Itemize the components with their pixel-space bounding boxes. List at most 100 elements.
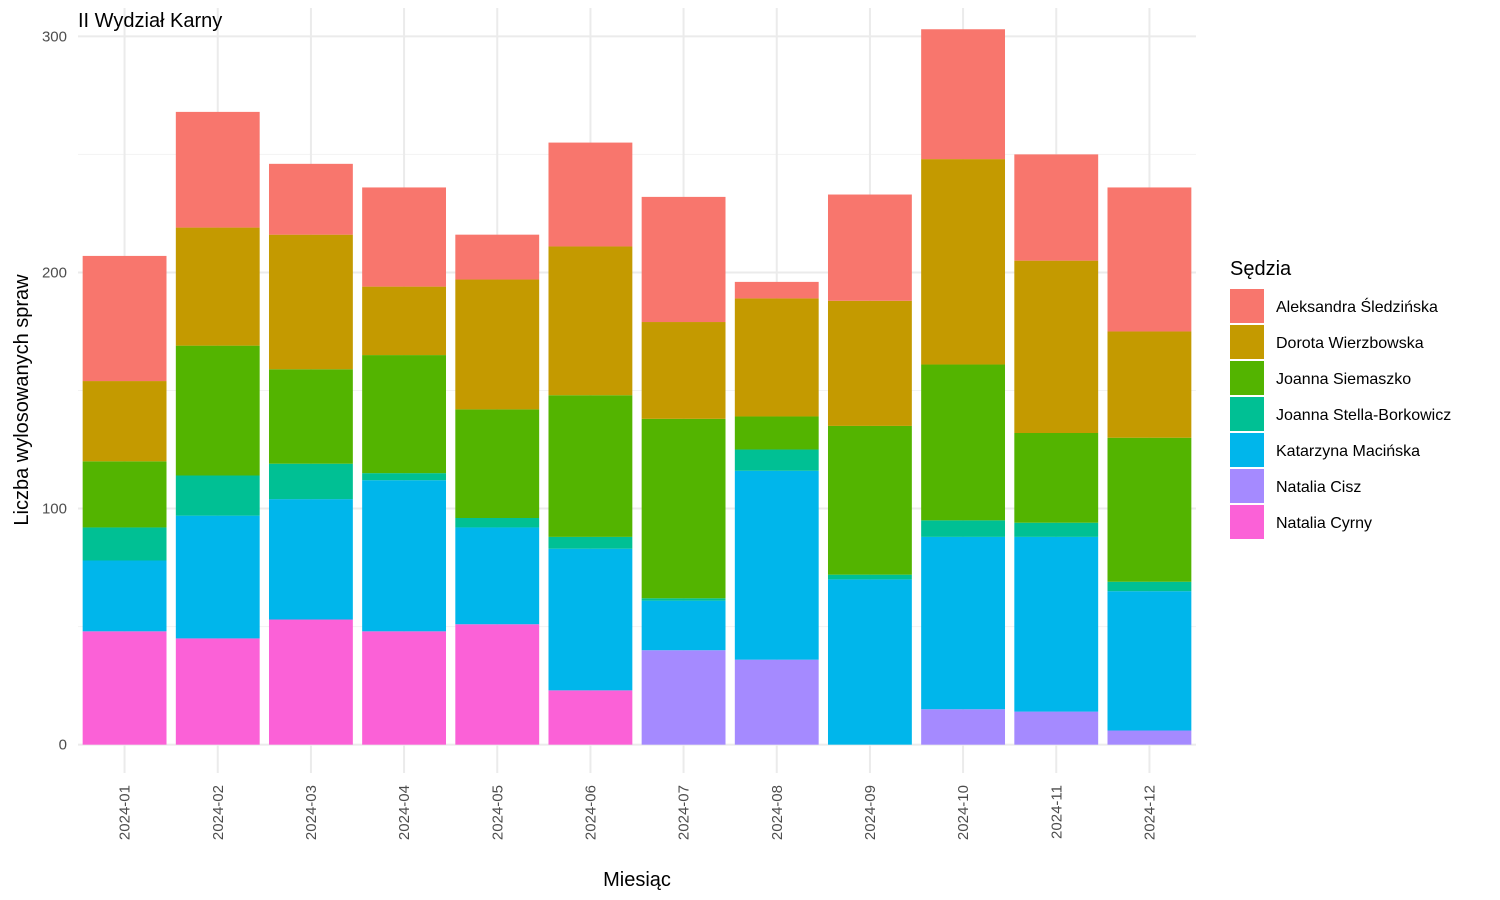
bar-segment xyxy=(548,536,633,549)
bar-segment xyxy=(82,560,167,632)
x-tick-label: 2024-05 xyxy=(489,785,506,840)
x-tick-label: 2024-04 xyxy=(396,785,413,840)
bar-segment xyxy=(1014,522,1099,537)
bar-segment xyxy=(82,461,167,528)
bar-segment xyxy=(921,364,1006,521)
bar-segment xyxy=(455,527,540,625)
bar-segment xyxy=(175,111,260,228)
bar-segment xyxy=(1107,730,1192,745)
bar-segment xyxy=(734,449,819,471)
bar-segment xyxy=(175,515,260,639)
bar-segment xyxy=(362,286,447,356)
bar-segment xyxy=(82,527,167,561)
bar-segment xyxy=(82,255,167,382)
bar-segment xyxy=(362,355,447,474)
legend-label: Aleksandra Śledzińska xyxy=(1276,297,1438,316)
y-tick-label: 300 xyxy=(42,28,67,45)
bar-segment xyxy=(455,279,540,410)
legend-label: Katarzyna Macińska xyxy=(1276,443,1420,460)
bar-segment xyxy=(548,395,633,537)
bar-segment xyxy=(1014,711,1099,745)
legend-swatch xyxy=(1230,397,1264,431)
legend-label: Joanna Siemaszko xyxy=(1276,371,1411,388)
legend-swatch xyxy=(1230,325,1264,359)
bar-segment xyxy=(455,518,540,528)
x-tick-label: 2024-11 xyxy=(1048,785,1065,839)
bar-segment xyxy=(827,579,912,745)
bar-segment xyxy=(734,470,819,660)
y-axis-title: Liczba wylosowanych spraw xyxy=(11,274,33,526)
y-tick-label: 0 xyxy=(59,737,67,754)
bar-segment xyxy=(548,246,633,396)
bar-segment xyxy=(82,631,167,745)
bar-segment xyxy=(1107,581,1192,592)
bar-segment xyxy=(268,499,353,620)
bar-segment xyxy=(827,300,912,426)
bar-segment xyxy=(827,425,912,575)
x-tick-label: 2024-02 xyxy=(210,785,227,840)
legend-swatch xyxy=(1230,433,1264,467)
bar-segment xyxy=(1107,591,1192,731)
legend: Sędzia Aleksandra Śledzińska Dorota Wierz… xyxy=(1230,258,1451,539)
x-tick-label: 2024-12 xyxy=(1141,785,1158,840)
bars xyxy=(82,29,1192,745)
bar-segment xyxy=(921,159,1006,365)
bar-segment xyxy=(1014,433,1099,523)
bar-segment xyxy=(641,196,726,323)
x-tick-label: 2024-08 xyxy=(769,785,786,840)
x-tick-label: 2024-03 xyxy=(303,785,320,840)
bar-segment xyxy=(921,536,1006,710)
bar-segment xyxy=(1107,187,1192,332)
x-tick-label: 2024-07 xyxy=(676,785,693,840)
bar-segment xyxy=(1014,260,1099,433)
bar-segment xyxy=(82,381,167,462)
bar-segment xyxy=(1107,437,1192,582)
bar-segment xyxy=(268,234,353,370)
bar-segment xyxy=(734,416,819,450)
bar-segment xyxy=(1107,331,1192,438)
bar-segment xyxy=(362,631,447,745)
bar-segment xyxy=(1014,154,1099,261)
bar-segment xyxy=(362,473,447,481)
legend-swatch xyxy=(1230,469,1264,503)
y-tick-label: 200 xyxy=(42,264,67,281)
bar-segment xyxy=(921,709,1006,745)
bar-segment xyxy=(455,624,540,745)
bar-segment xyxy=(175,475,260,516)
bar-segment xyxy=(641,418,726,599)
bar-segment xyxy=(175,345,260,476)
x-tick-label: 2024-10 xyxy=(955,785,972,840)
bar-segment xyxy=(734,281,819,299)
legend-label: Natalia Cisz xyxy=(1276,479,1361,496)
legend-title: Sędzia xyxy=(1230,258,1292,280)
tick-labels: 0 100 200 300 2024-01 2024-02 2024-03 2024-04 20… xyxy=(42,28,1158,840)
bar-segment xyxy=(641,598,726,601)
bar-segment xyxy=(268,619,353,745)
legend-swatch xyxy=(1230,289,1264,323)
bar-segment xyxy=(734,298,819,417)
bar-segment xyxy=(921,29,1006,160)
chart-title: II Wydział Karny xyxy=(78,10,222,32)
bar-segment xyxy=(827,574,912,580)
x-tick-label: 2024-09 xyxy=(862,785,879,840)
bar-segment xyxy=(455,234,540,280)
bar-segment xyxy=(548,142,633,247)
bar-segment xyxy=(268,369,353,464)
bar-segment xyxy=(455,409,540,518)
bar-segment xyxy=(1014,536,1099,712)
bar-segment xyxy=(362,480,447,632)
bar-segment xyxy=(548,690,633,745)
legend-swatch xyxy=(1230,505,1264,539)
bar-segment xyxy=(734,659,819,745)
bar-segment xyxy=(921,520,1006,537)
bar-segment xyxy=(548,548,633,691)
bar-segment xyxy=(641,650,726,745)
x-tick-label: 2024-01 xyxy=(117,785,134,840)
x-axis-title: Miesiąc xyxy=(603,869,671,891)
x-tick-label: 2024-06 xyxy=(582,785,599,840)
bar-segment xyxy=(362,187,447,287)
legend-swatch xyxy=(1230,361,1264,395)
bar-segment xyxy=(641,322,726,419)
bar-segment xyxy=(268,163,353,235)
